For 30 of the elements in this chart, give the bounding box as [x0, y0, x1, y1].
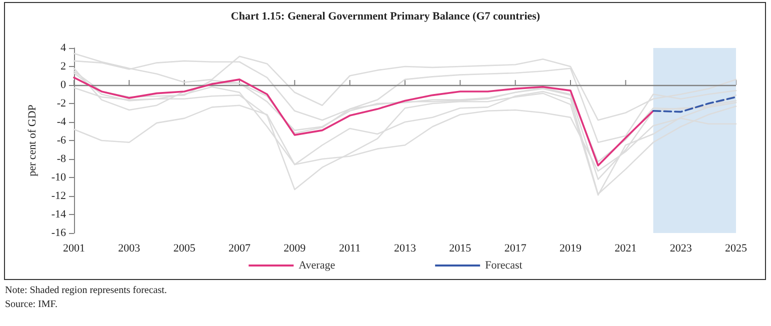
x-tick-label: 2003 — [118, 242, 141, 254]
x-tick-label: 2013 — [394, 242, 416, 254]
x-tick-label: 2015 — [449, 242, 472, 254]
y-tick-label: -16 — [51, 227, 66, 239]
x-tick-label: 2009 — [284, 242, 306, 254]
x-tick-label: 2019 — [560, 242, 582, 254]
y-tick-label: -4 — [56, 116, 66, 128]
y-tick-label: -12 — [51, 190, 66, 202]
x-tick-label: 2017 — [504, 242, 527, 254]
x-tick-label: 2025 — [725, 242, 748, 254]
x-tick-label: 2001 — [63, 242, 85, 254]
source-note: Source: IMF. — [5, 298, 59, 312]
y-tick-label: 2 — [60, 60, 66, 72]
y-axis-title: per cent of GDP — [26, 104, 38, 176]
x-tick-label: 2023 — [670, 242, 692, 254]
y-tick-label: 0 — [60, 79, 66, 91]
y-tick-label: -8 — [56, 153, 66, 165]
y-tick-label: -10 — [51, 172, 66, 184]
y-tick-label: -6 — [56, 134, 66, 146]
x-tick-label: 2007 — [228, 242, 251, 254]
x-tick-label: 2005 — [173, 242, 196, 254]
x-tick-label: 2021 — [614, 242, 637, 254]
x-tick-label: 2011 — [339, 242, 361, 254]
legend-label: Forecast — [485, 260, 522, 272]
text: Note: Shaded region represents forecast. — [5, 284, 167, 298]
y-tick-label: 4 — [60, 42, 66, 54]
y-tick-label: -2 — [56, 98, 66, 110]
chart-title: Chart 1.15: General Government Primary Balance (G7 countries) — [230, 10, 540, 22]
y-tick-label: -14 — [51, 208, 66, 220]
legend-label: Average — [298, 260, 336, 272]
